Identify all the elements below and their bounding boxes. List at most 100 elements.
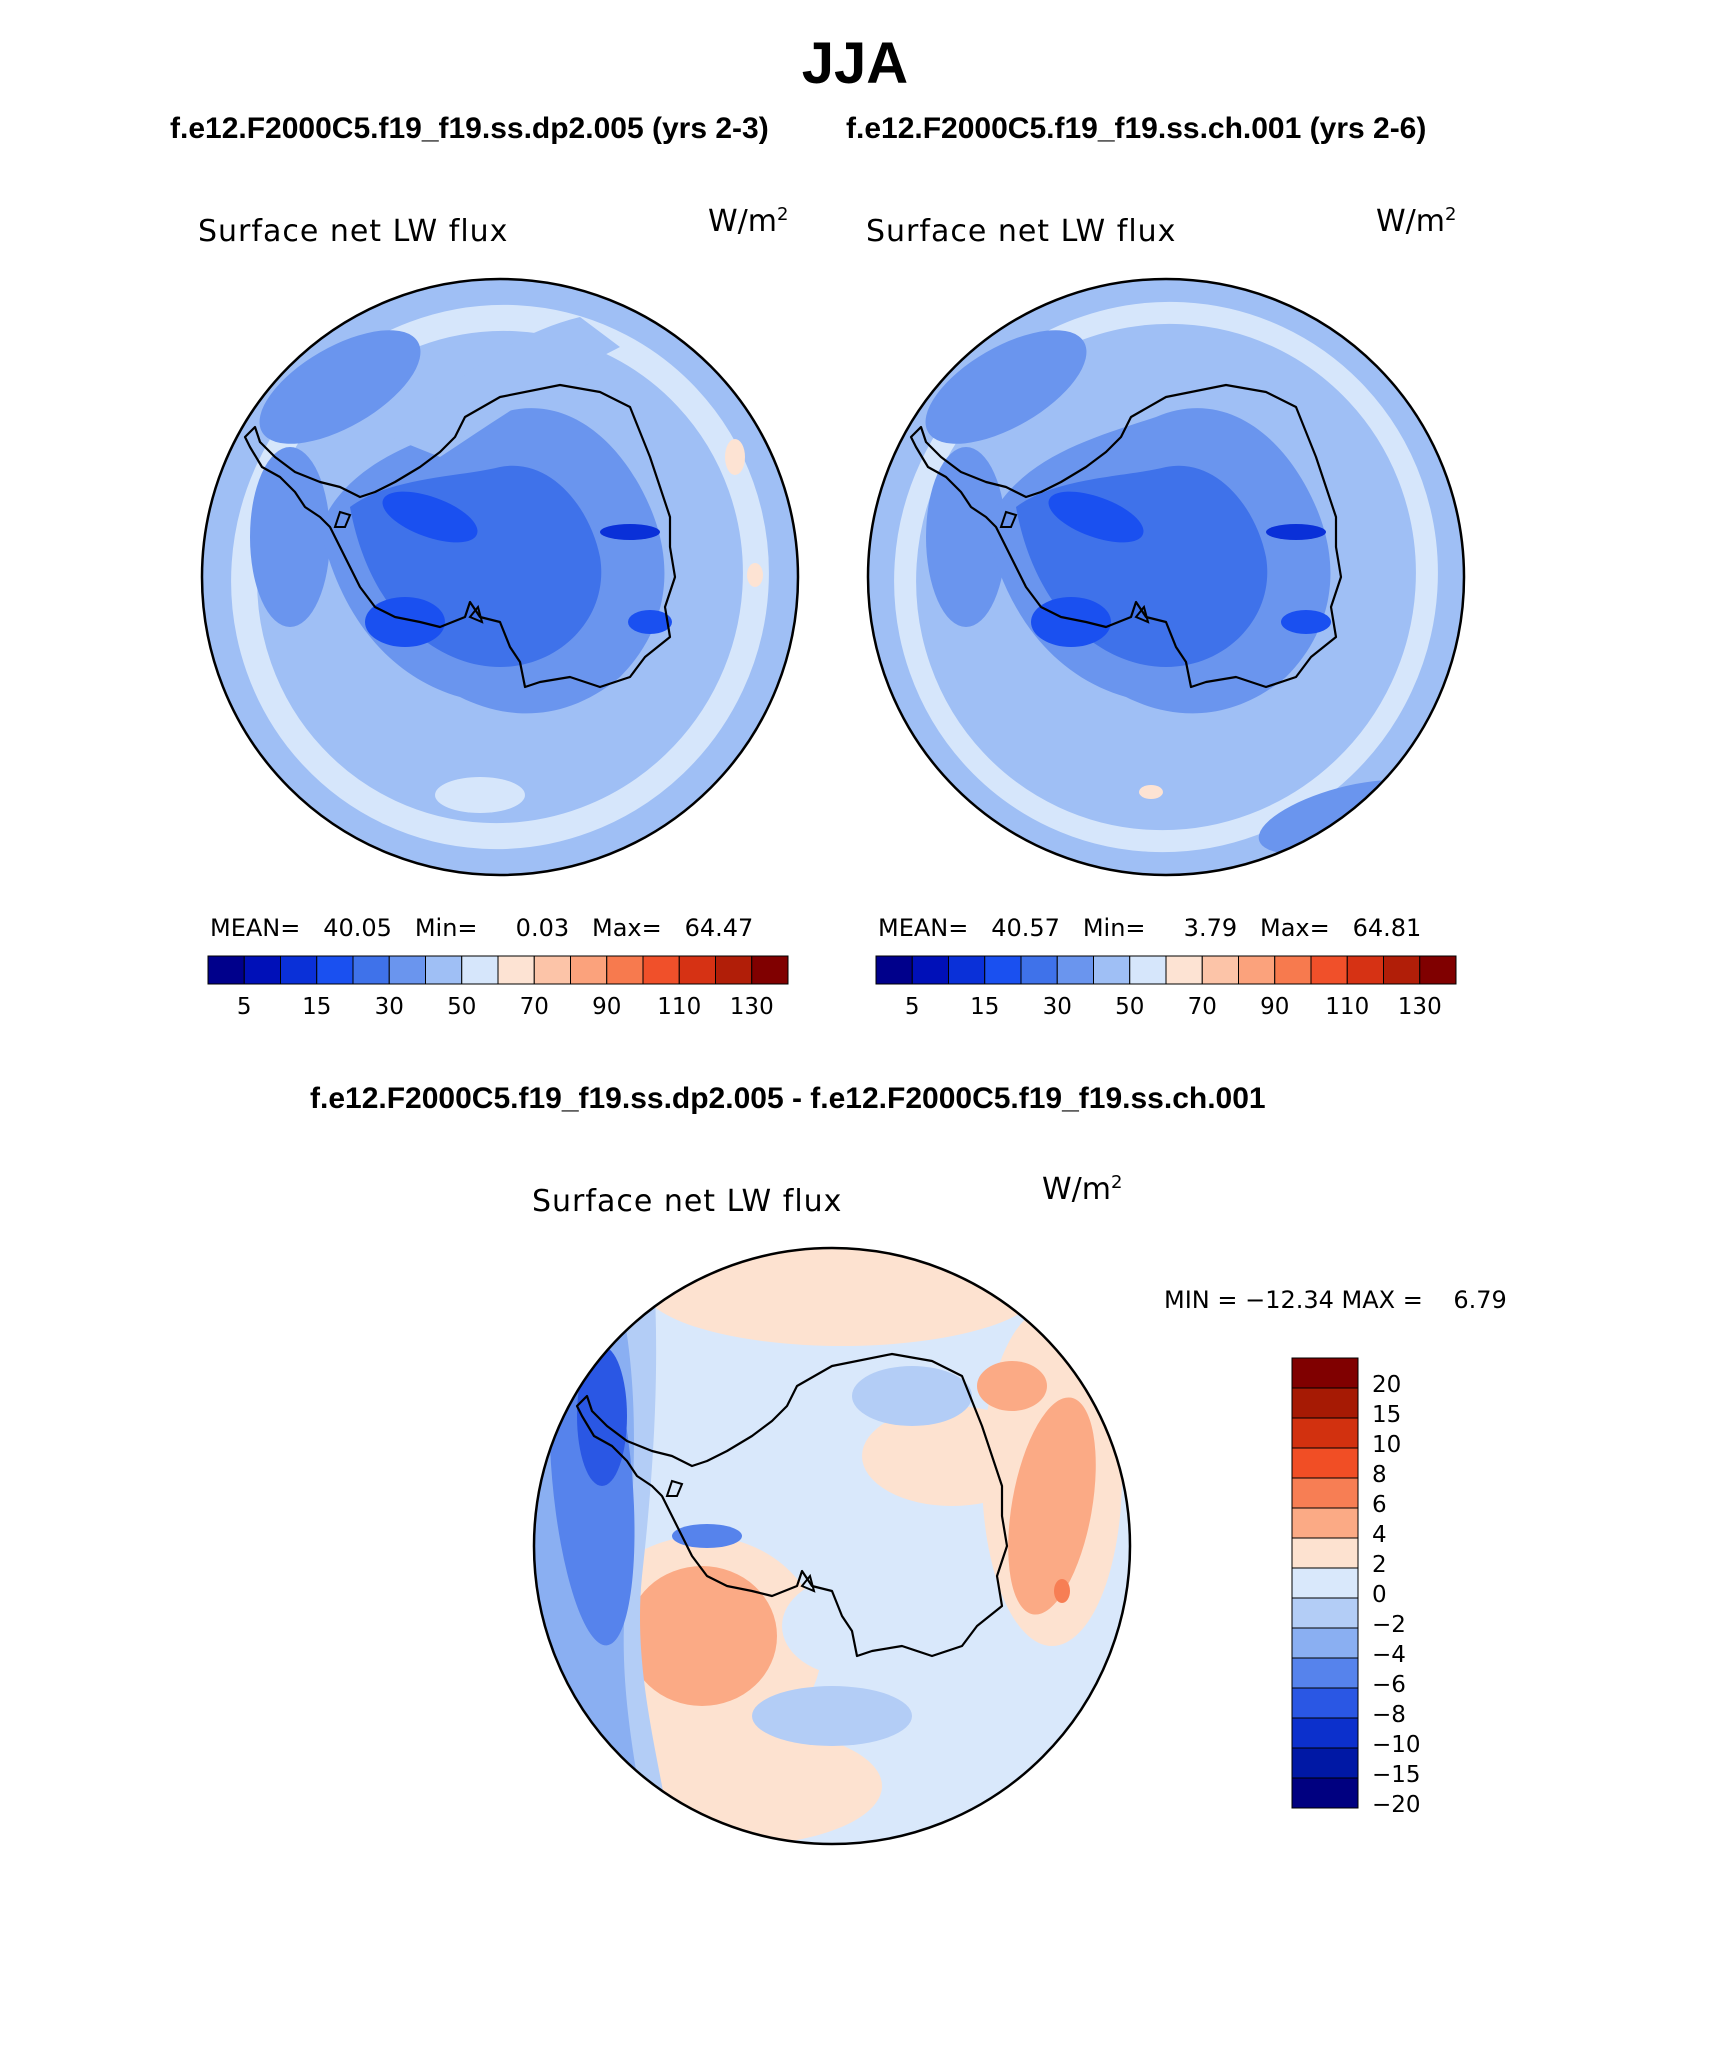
colorbar-box [984, 955, 1022, 985]
colorbar-box [243, 955, 281, 985]
colorbar-box [911, 955, 949, 985]
colorbar-left [207, 955, 789, 985]
colorbar-tick-label: 110 [657, 994, 702, 1020]
colorbar-tick-label: 130 [729, 994, 774, 1020]
colorbar-tick-label: 50 [1115, 994, 1145, 1020]
colorbar-box [1291, 1567, 1359, 1599]
colorbar-tick-label: 110 [1325, 994, 1370, 1020]
season-title: JJA [801, 31, 909, 96]
colorbar-box [1165, 955, 1203, 985]
panel-right-variable: Surface net LW flux [866, 214, 1177, 249]
colorbar-tick-label: 15 [1372, 1402, 1402, 1428]
colorbar-box [715, 955, 753, 985]
colorbar-box [606, 955, 644, 985]
colorbar-box [1291, 1687, 1359, 1719]
colorbar-difference-ticks: 20 15 10 8 6 4 2 0 −2 −4 −6 −8 −10 −15 −20 [1372, 1358, 1452, 1838]
case-title-right: f.e12.F2000C5.f19_f19.ss.ch.001 (yrs 2-6… [846, 112, 1427, 145]
colorbar-tick-label: −15 [1372, 1762, 1421, 1788]
colorbar-tick-label: 30 [1042, 994, 1072, 1020]
colorbar-tick-label: 2 [1372, 1552, 1387, 1578]
difference-units: W/m2 [1042, 1172, 1123, 1207]
difference-title: f.e12.F2000C5.f19_f19.ss.dp2.005 - f.e12… [310, 1082, 1266, 1115]
map-difference [532, 1246, 1132, 1846]
colorbar-box [1291, 1717, 1359, 1749]
colorbar-tick-label: −6 [1372, 1672, 1406, 1698]
colorbar-left-ticks: 5 15 30 50 70 90 110 130 [208, 994, 788, 1024]
colorbar-box [1274, 955, 1312, 985]
colorbar-tick-label: 15 [302, 994, 332, 1020]
colorbar-box [1291, 1357, 1359, 1389]
map-left [200, 277, 800, 877]
colorbar-box [1291, 1597, 1359, 1629]
colorbar-box [388, 955, 426, 985]
case-title-left: f.e12.F2000C5.f19_f19.ss.dp2.005 (yrs 2-… [170, 112, 769, 145]
colorbar-right-ticks: 5 15 30 50 70 90 110 130 [876, 994, 1456, 1024]
colorbar-box [1291, 1507, 1359, 1539]
colorbar-box [570, 955, 608, 985]
colorbar-box [1346, 955, 1384, 985]
colorbar-box [1056, 955, 1094, 985]
colorbar-box [207, 955, 245, 985]
colorbar-tick-label: 70 [1187, 994, 1217, 1020]
colorbar-box [1383, 955, 1421, 985]
colorbar-box [280, 955, 318, 985]
colorbar-tick-label: −8 [1372, 1702, 1406, 1728]
colorbar-tick-label: 4 [1372, 1522, 1387, 1548]
colorbar-box [352, 955, 390, 985]
colorbar-box [1419, 955, 1457, 985]
difference-variable: Surface net LW flux [532, 1184, 843, 1219]
colorbar-tick-label: 20 [1372, 1372, 1402, 1398]
panel-left-variable: Surface net LW flux [198, 214, 509, 249]
panel-right-units: W/m2 [1376, 204, 1457, 239]
colorbar-tick-label: 70 [519, 994, 549, 1020]
panel-right-stats: MEAN= 40.57 Min= 3.79 Max= 64.81 [878, 914, 1422, 942]
colorbar-difference [1291, 1357, 1359, 1809]
colorbar-right [875, 955, 1457, 985]
colorbar-box [1129, 955, 1167, 985]
colorbar-tick-label: 90 [1260, 994, 1290, 1020]
colorbar-box [425, 955, 463, 985]
colorbar-tick-label: 5 [904, 994, 920, 1020]
colorbar-box [1291, 1417, 1359, 1449]
colorbar-tick-label: 50 [447, 994, 477, 1020]
colorbar-tick-label: 15 [970, 994, 1000, 1020]
colorbar-box [1238, 955, 1276, 985]
colorbar-tick-label: 30 [374, 994, 404, 1020]
colorbar-tick-label: 130 [1397, 994, 1442, 1020]
colorbar-tick-label: −2 [1372, 1612, 1406, 1638]
colorbar-box [1291, 1447, 1359, 1479]
colorbar-tick-label: −4 [1372, 1642, 1406, 1668]
colorbar-box [751, 955, 789, 985]
colorbar-box [497, 955, 535, 985]
colorbar-tick-label: 10 [1372, 1432, 1402, 1458]
colorbar-box [1291, 1657, 1359, 1689]
map-right [866, 277, 1466, 877]
colorbar-box [1291, 1777, 1359, 1809]
colorbar-box [1291, 1477, 1359, 1509]
colorbar-box [461, 955, 499, 985]
panel-left-units: W/m2 [708, 204, 789, 239]
colorbar-box [1291, 1627, 1359, 1659]
colorbar-box [875, 955, 913, 985]
colorbar-tick-label: 5 [236, 994, 252, 1020]
colorbar-box [642, 955, 680, 985]
colorbar-tick-label: −20 [1372, 1792, 1421, 1818]
colorbar-box [1093, 955, 1131, 985]
colorbar-box [1291, 1387, 1359, 1419]
colorbar-box [1291, 1747, 1359, 1779]
colorbar-tick-label: 0 [1372, 1582, 1387, 1608]
colorbar-box [678, 955, 716, 985]
panel-left-stats: MEAN= 40.05 Min= 0.03 Max= 64.47 [210, 914, 754, 942]
colorbar-tick-label: 90 [592, 994, 622, 1020]
colorbar-tick-label: −10 [1372, 1732, 1421, 1758]
colorbar-box [1020, 955, 1058, 985]
colorbar-box [316, 955, 354, 985]
colorbar-box [533, 955, 571, 985]
colorbar-box [948, 955, 986, 985]
colorbar-box [1291, 1537, 1359, 1569]
difference-minmax: MIN = −12.34 MAX = 6.79 [1164, 1286, 1507, 1314]
colorbar-tick-label: 6 [1372, 1492, 1387, 1518]
colorbar-tick-label: 8 [1372, 1462, 1387, 1488]
colorbar-box [1310, 955, 1348, 985]
colorbar-box [1201, 955, 1239, 985]
